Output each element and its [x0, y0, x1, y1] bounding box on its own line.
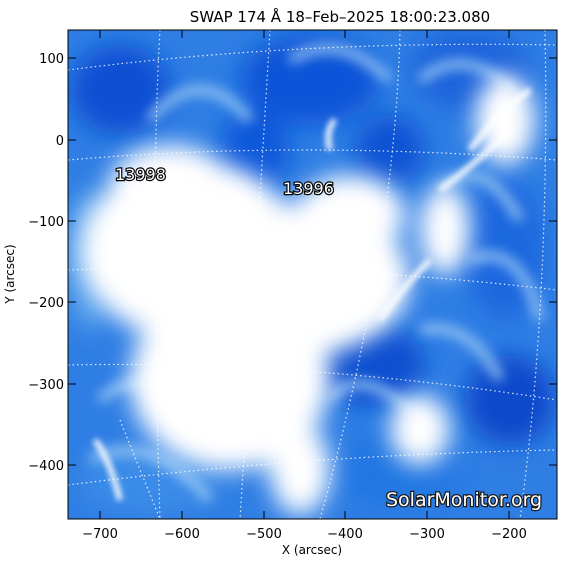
- y-axis-label: Y (arcsec): [3, 244, 17, 304]
- x-tick-label: −500: [246, 527, 282, 542]
- y-tick-label: −400: [28, 459, 64, 474]
- plot-title: SWAP 174 Å 18–Feb–2025 18:00:23.080: [190, 7, 490, 26]
- y-tick-label: −300: [28, 378, 64, 393]
- y-axis: [68, 57, 557, 466]
- x-tick-label: −600: [164, 527, 200, 542]
- y-tick-label: −100: [28, 215, 64, 230]
- active-region-label: 13998: [115, 165, 166, 184]
- active-region-label: 13996: [283, 179, 334, 198]
- x-tick-label: −400: [327, 527, 363, 542]
- x-tick-label: −300: [409, 527, 445, 542]
- x-axis: [99, 30, 510, 519]
- plot-frame: [67, 29, 558, 520]
- euv-image: [68, 30, 557, 519]
- watermark: SolarMonitor.org: [386, 489, 542, 511]
- y-tick-label: 0: [56, 134, 64, 149]
- y-tick-label: −200: [28, 296, 64, 311]
- x-tick-label: −700: [82, 527, 118, 542]
- y-tick-label: 100: [39, 52, 64, 67]
- x-axis-label: X (arcsec): [282, 543, 342, 557]
- x-tick-label: −200: [491, 527, 527, 542]
- heliographic-grid: [68, 30, 557, 519]
